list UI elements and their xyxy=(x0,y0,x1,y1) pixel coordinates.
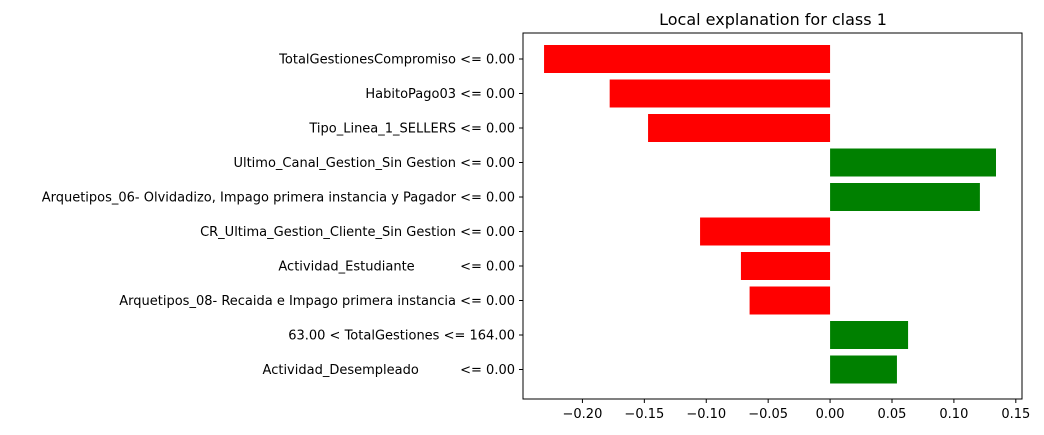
x-tick-label-2: −0.10 xyxy=(686,407,726,422)
bar-7 xyxy=(749,286,831,315)
bar-9 xyxy=(830,355,897,384)
category-label-6: Actividad_Estudiante <= 0.00 xyxy=(278,260,515,275)
plot-frame xyxy=(522,32,1023,400)
bar-4 xyxy=(830,183,980,211)
x-axis: −0.20 −0.15 −0.10 −0.05 0.00 0.05 0.10 0.15 xyxy=(563,399,1030,422)
x-tick-label-4: 0.00 xyxy=(816,407,845,422)
category-label-4: Arquetipos_06- Olvidadizo, Impago primer… xyxy=(42,191,515,206)
bar-6 xyxy=(740,252,831,280)
bar-0 xyxy=(544,45,831,73)
category-labels: TotalGestionesCompromiso <= 0.00 HabitoPa… xyxy=(42,53,523,378)
x-tick-label-7: 0.15 xyxy=(1001,407,1030,422)
x-tick-label-6: 0.10 xyxy=(939,407,968,422)
bars-layer xyxy=(544,45,996,384)
x-tick-label-0: −0.20 xyxy=(563,407,603,422)
x-tick-label-3: −0.05 xyxy=(748,407,788,422)
bar-3 xyxy=(830,148,996,177)
x-tick-label-1: −0.15 xyxy=(624,407,664,422)
chart-title: Local explanation for class 1 xyxy=(659,10,887,29)
bar-5 xyxy=(700,217,831,246)
category-label-7: Arquetipos_08- Recaida e Impago primera … xyxy=(119,294,515,309)
bar-1 xyxy=(609,79,831,108)
category-label-9: Actividad_Desempleado <= 0.00 xyxy=(263,363,515,378)
category-label-2: Tipo_Linea_1_SELLERS <= 0.00 xyxy=(308,122,515,137)
category-label-3: Ultimo_Canal_Gestion_Sin Gestion <= 0.00 xyxy=(233,156,515,171)
category-label-8: 63.00 < TotalGestiones <= 164.00 xyxy=(288,329,515,344)
x-tick-label-5: 0.05 xyxy=(878,407,907,422)
category-label-1: HabitoPago03 <= 0.00 xyxy=(365,87,515,102)
category-label-5: CR_Ultima_Gestion_Cliente_Sin Gestion <=… xyxy=(200,225,515,240)
category-label-0: TotalGestionesCompromiso <= 0.00 xyxy=(278,53,515,68)
bar-8 xyxy=(830,321,909,349)
bar-2 xyxy=(648,114,831,142)
